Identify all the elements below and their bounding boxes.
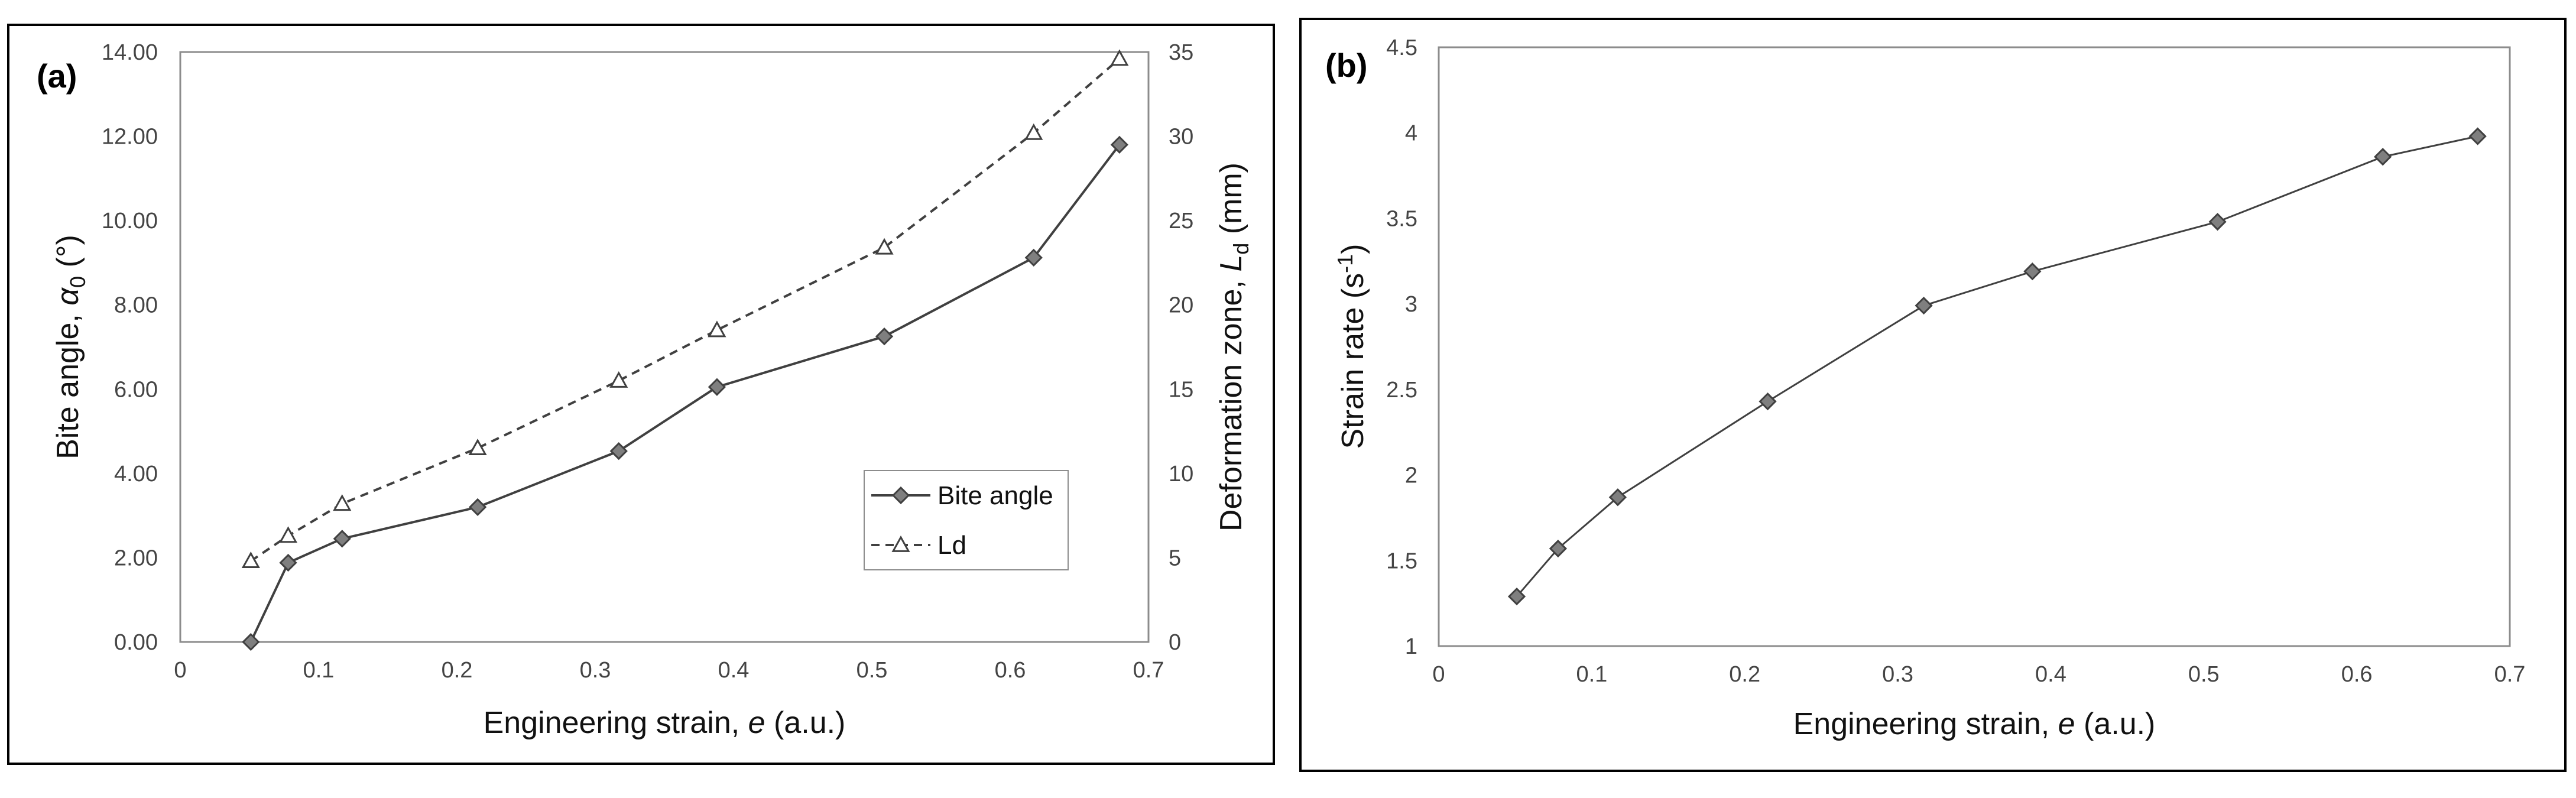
x-tick-label-b: 0.7 [2494,662,2526,687]
bite-angle-point [1024,248,1043,267]
x-tick-label-b: 0.6 [2341,662,2373,687]
x-tick-label-a: 0.1 [303,658,335,683]
y-right-tick-label-a: 5 [1169,546,1181,570]
chart-panel-b: (b) 0 0.1 0.2 0.3 0.4 0.5 0.6 0.7 1 1.5 2 2.5 3 3.5 4 4… [1299,18,2567,772]
y-right-tick-label-a: 0 [1169,630,1181,655]
x-axis-title-a: Engineering strain, e (a.u.) [484,706,846,740]
ld-point [875,238,894,255]
bite-angle-point [242,632,260,651]
y-axis-right-title-a: Deformation zone, Ld (mm) [1214,163,1253,531]
y-tick-label-b: 2 [1405,463,1417,488]
bite-angle-point [609,442,628,460]
ld-point [241,552,260,569]
y-right-tick-label-a: 35 [1169,40,1193,65]
y-tick-label-b: 2.5 [1386,378,1417,403]
y-left-tick-label-a: 2.00 [114,546,158,570]
y-tick-label-b: 3.5 [1386,206,1417,231]
y-tick-label-b: 4 [1405,121,1417,146]
y-axis-title-b: Strain rate (s-1) [1333,244,1370,449]
legend-label: Ld [937,531,966,560]
y-right-tick-label-a: 15 [1169,377,1193,402]
x-tick-label-b: 0.1 [1576,662,1607,687]
bite-angle-point [333,530,351,548]
y-right-tick-label-a: 10 [1169,462,1193,486]
x-tick-label-a: 0.5 [856,658,888,683]
chart-panel-a: (a) 0 0.1 0.2 0.3 0.4 0.5 0.6 0.7 0.00 2.00 4.00 6.… [7,24,1275,765]
x-axis-title-b: Engineering strain, e (a.u.) [1793,707,2156,741]
x-tick-label-b: 0.4 [2035,662,2066,687]
x-tick-label-a: 0.6 [995,658,1026,683]
strain-rate-point [2468,127,2487,145]
strain-rate-point [1549,539,1568,558]
x-tick-label-b: 0.2 [1729,662,1760,687]
x-tick-label-b: 0.5 [2188,662,2220,687]
panel-b-label: (b) [1325,47,1368,84]
strain-rate-point [1915,296,1933,315]
x-tick-label-a: 0.2 [442,658,473,683]
bite-angle-point [1110,135,1128,154]
ld-point [609,371,628,388]
strain-rate-point [1507,587,1526,606]
legend-triangle-marker [891,535,910,552]
bite-angle-point [279,553,297,572]
y-left-tick-label-a: 10.00 [102,209,158,233]
y-tick-label-b: 4.5 [1386,35,1417,60]
x-tick-label-a: 0.4 [718,658,750,683]
y-right-tick-label-a: 25 [1169,209,1193,233]
y-left-tick-label-a: 14.00 [102,40,158,65]
panel-a-frame [7,24,1275,765]
legend-label: Bite angle [937,481,1053,510]
ld-point [468,438,487,455]
panel-b-frame [1299,18,2567,772]
bite-angle-point [708,378,726,396]
strain-rate-point [1608,488,1627,507]
legend-a: Bite angle Ld [864,470,1069,570]
x-tick-label-b: 0.3 [1882,662,1913,687]
y-tick-label-b: 1 [1405,634,1417,659]
plot-area-a [179,51,1150,643]
ld-point [278,526,298,543]
legend-box [864,470,1069,570]
ld-point [708,320,726,338]
panel-a-label: (a) [37,57,77,95]
x-tick-label-b: 0 [1432,662,1445,687]
ld-point [1024,123,1043,140]
y-right-tick-label-a: 20 [1169,293,1193,318]
strain-rate-point [2023,262,2042,281]
y-tick-label-b: 3 [1405,292,1417,317]
plot-area-b [1438,46,2511,647]
x-tick-label-a: 0.3 [580,658,611,683]
ld-point [1110,49,1129,66]
y-left-tick-label-a: 12.00 [102,125,158,150]
y-right-tick-label-a: 30 [1169,125,1193,150]
y-left-tick-label-a: 4.00 [114,462,158,486]
y-tick-label-b: 1.5 [1386,549,1417,573]
x-tick-label-a: 0 [174,658,186,683]
y-left-tick-label-a: 6.00 [114,377,158,402]
strain-rate-point [2374,148,2392,166]
bite-angle-point [875,327,894,346]
bite-angle-point [468,498,487,517]
strain-rate-point [1759,392,1777,411]
legend-diamond-marker [891,486,910,505]
x-tick-label-a: 0.7 [1133,658,1164,683]
ld-point [333,494,352,511]
y-left-tick-label-a: 0.00 [114,630,158,655]
y-axis-left-title-a: Bite angle, α0 (°) [51,235,90,459]
strain-rate-point [2208,213,2227,231]
y-left-tick-label-a: 8.00 [114,293,158,318]
